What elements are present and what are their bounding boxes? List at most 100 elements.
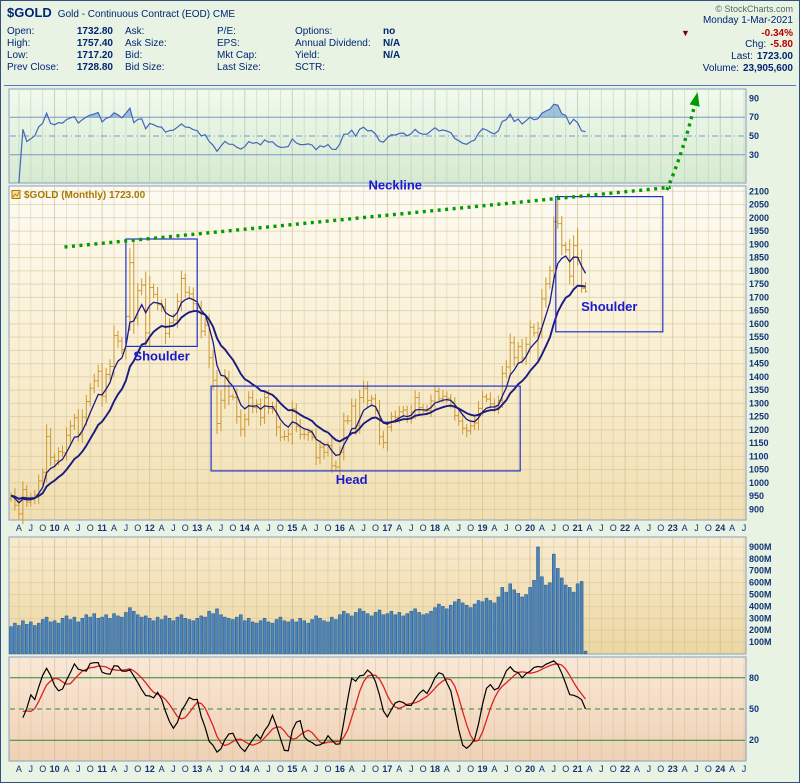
svg-text:13: 13	[192, 764, 202, 774]
quote-field-label: Bid:	[125, 50, 143, 61]
svg-text:J: J	[29, 764, 34, 774]
svg-text:O: O	[229, 764, 236, 774]
svg-text:700M: 700M	[749, 566, 772, 576]
svg-text:A: A	[16, 523, 22, 533]
svg-text:O: O	[182, 764, 189, 774]
svg-text:O: O	[372, 764, 379, 774]
svg-text:O: O	[467, 764, 474, 774]
svg-text:A: A	[254, 523, 260, 533]
svg-text:1950: 1950	[749, 226, 769, 236]
annotation-label-shoulder: Shoulder	[133, 348, 189, 363]
svg-text:O: O	[610, 764, 617, 774]
quote-field-label: Annual Dividend:	[295, 38, 371, 49]
annotation-label-shoulder: Shoulder	[581, 299, 637, 314]
svg-text:12: 12	[145, 764, 155, 774]
svg-text:22: 22	[620, 523, 630, 533]
svg-text:O: O	[134, 764, 141, 774]
quote-field-label: EPS:	[217, 38, 240, 49]
quote-field-label: High:	[7, 38, 31, 49]
quote-header: $GOLD Gold - Continuous Contract (EOD) CM…	[7, 4, 793, 84]
svg-text:A: A	[349, 523, 355, 533]
svg-text:1450: 1450	[749, 359, 769, 369]
quote-field: Bid Size:	[125, 62, 167, 74]
svg-text:A: A	[111, 764, 117, 774]
svg-text:O: O	[39, 523, 46, 533]
svg-text:J: J	[742, 764, 747, 774]
svg-text:20: 20	[525, 764, 535, 774]
quote-field-value: 1732.80	[76, 26, 113, 37]
svg-text:24: 24	[715, 523, 725, 533]
quote-column: Open: 1732.80 High: 1757.40 Low: 1717.20 Prev …	[7, 26, 113, 74]
quote-field-label: Chg:	[745, 39, 767, 50]
quote-field: Bid:	[125, 50, 167, 62]
svg-text:A: A	[444, 523, 450, 533]
quote-field-value: no	[383, 26, 396, 37]
svg-text:O: O	[372, 523, 379, 533]
svg-text:80: 80	[749, 673, 759, 683]
svg-text:21: 21	[573, 523, 583, 533]
svg-text:A: A	[396, 764, 402, 774]
quote-field-label: Open:	[7, 26, 35, 37]
quote-field: Yield: N/A	[295, 50, 400, 62]
svg-text:A: A	[586, 523, 592, 533]
svg-text:A: A	[634, 523, 640, 533]
title-row: $GOLD Gold - Continuous Contract (EOD) CM…	[7, 4, 793, 20]
quote-columns: Open: 1732.80 High: 1757.40 Low: 1717.20 Prev …	[7, 26, 663, 76]
svg-text:1050: 1050	[749, 465, 769, 475]
svg-text:O: O	[87, 764, 94, 774]
svg-text:J: J	[456, 523, 461, 533]
svg-text:O: O	[182, 523, 189, 533]
right-shoulder-box	[555, 196, 664, 333]
main-vertical-grid	[18, 187, 745, 519]
svg-text:A: A	[682, 523, 688, 533]
svg-text:90: 90	[749, 93, 759, 103]
svg-text:J: J	[409, 523, 414, 533]
svg-text:15: 15	[287, 764, 297, 774]
svg-text:1650: 1650	[749, 306, 769, 316]
svg-text:J: J	[29, 523, 34, 533]
quote-field: High: 1757.40	[7, 38, 113, 50]
svg-text:O: O	[87, 523, 94, 533]
svg-text:A: A	[539, 523, 545, 533]
svg-text:J: J	[694, 764, 699, 774]
rsi-line	[18, 103, 586, 184]
quote-field: Open: 1732.80	[7, 26, 113, 38]
svg-text:J: J	[266, 764, 271, 774]
svg-text:16: 16	[335, 764, 345, 774]
svg-text:14: 14	[240, 523, 250, 533]
svg-text:A: A	[586, 764, 592, 774]
svg-text:A: A	[301, 523, 307, 533]
quote-field: Options: no	[295, 26, 400, 38]
svg-text:50: 50	[749, 131, 759, 141]
x-axis-labels: AAJJOO1010AAJJOO1111AAJJOO1212AAJJOO1313…	[16, 523, 746, 774]
quote-field: Mkt Cap:	[217, 50, 261, 62]
svg-text:70: 70	[749, 112, 759, 122]
svg-text:1500: 1500	[749, 345, 769, 355]
svg-text:J: J	[266, 523, 271, 533]
svg-text:12: 12	[145, 523, 155, 533]
svg-text:J: J	[552, 764, 557, 774]
copyright: © StockCharts.com	[715, 4, 793, 14]
quote-field-label: Last:	[731, 51, 753, 62]
svg-text:14: 14	[240, 764, 250, 774]
svg-text:900M: 900M	[749, 542, 772, 552]
quote-field: Chg: -5.80	[681, 39, 793, 51]
svg-text:50: 50	[749, 704, 759, 714]
svg-text:18: 18	[430, 764, 440, 774]
quote-field-value: 23,905,600	[742, 63, 793, 74]
svg-text:A: A	[539, 764, 545, 774]
svg-text:A: A	[682, 764, 688, 774]
svg-text:600M: 600M	[749, 578, 772, 588]
rsi-overbought-fill	[539, 104, 567, 118]
ma-slow-line	[10, 284, 586, 500]
chart-type-icon-glyph	[12, 191, 20, 198]
quote-field-label: Bid Size:	[125, 62, 165, 73]
svg-text:O: O	[657, 764, 664, 774]
quote-field: EPS:	[217, 38, 261, 50]
quote-field: Ask:	[125, 26, 167, 38]
price-ohlc-bars	[9, 194, 588, 525]
svg-text:2000: 2000	[749, 213, 769, 223]
quote-field-label: Low:	[7, 50, 29, 61]
svg-text:17: 17	[382, 764, 392, 774]
svg-text:A: A	[634, 764, 640, 774]
